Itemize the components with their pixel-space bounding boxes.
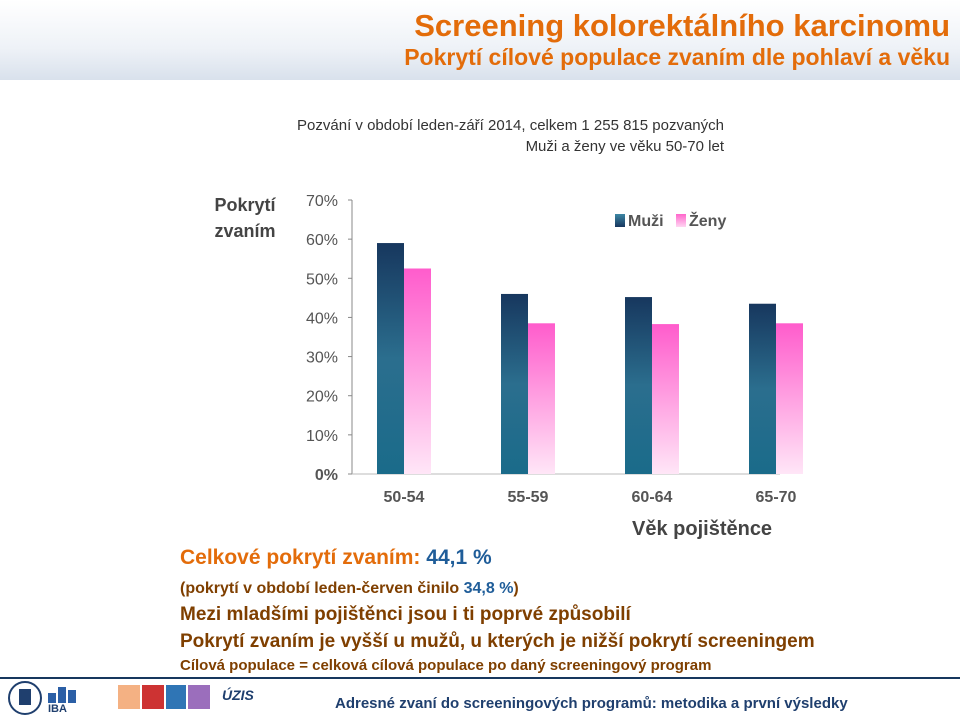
x-tick-label: 50-54 <box>384 489 425 506</box>
bar-zeny-60-64 <box>652 324 679 474</box>
footer-text: Adresné zvaní do screeningových programů… <box>335 695 848 712</box>
uzis-logo-icon: ÚZIS <box>222 687 254 703</box>
bar-zeny-65-70 <box>776 323 803 474</box>
x-tick-label: 55-59 <box>508 489 549 506</box>
footer: IBA ÚZIS Adresné zvaní do screeningových… <box>0 679 960 720</box>
footer-divider <box>0 677 960 679</box>
prior-coverage-prefix: (pokrytí v období leden-červen činilo <box>180 580 460 597</box>
bar-muzi-65-70 <box>749 303 776 474</box>
university-logo-icon <box>8 681 42 715</box>
legend-label-zeny: Ženy <box>689 213 727 230</box>
page-title: Screening kolorektálního karcinomu <box>414 8 950 43</box>
y-axis-title: Pokrytí zvaním <box>205 192 285 244</box>
y-axis-title-line-2: zvaním <box>214 221 276 241</box>
y-tick-label: 10% <box>306 428 338 445</box>
legend-swatch-muzi <box>615 214 625 227</box>
y-tick-label: 60% <box>306 232 338 249</box>
x-axis-title: Věk pojištěnce <box>632 518 773 540</box>
legend-label-muzi: Muži <box>628 213 664 230</box>
prior-coverage: (pokrytí v období leden-červen činilo 34… <box>180 580 519 598</box>
title-band <box>0 0 960 80</box>
y-tick-label: 70% <box>306 193 338 210</box>
legend-swatch-zeny <box>676 214 686 227</box>
total-coverage: Celkové pokrytí zvaním: 44,1 % <box>180 546 492 570</box>
chart-legend: Muži Ženy <box>615 213 726 231</box>
y-tick-label: 0% <box>315 467 338 484</box>
total-coverage-label: Celkové pokrytí zvaním: <box>180 546 421 569</box>
x-tick-label: 60-64 <box>632 489 673 506</box>
note-line-1: Pozvání v období leden-září 2014, celkem… <box>297 117 724 134</box>
x-tick-label: 65-70 <box>756 489 797 506</box>
eu-program-logos-icon <box>118 685 210 709</box>
prior-coverage-value: 34,8 % <box>463 580 514 597</box>
y-tick-label: 50% <box>306 271 338 288</box>
y-tick-label: 20% <box>306 389 338 406</box>
y-tick-label: 40% <box>306 310 338 327</box>
bar-muzi-50-54 <box>377 243 404 474</box>
total-coverage-value: 44,1 % <box>426 546 492 569</box>
iba-logo-text: IBA <box>48 703 67 715</box>
y-axis-title-line-1: Pokrytí <box>214 195 276 215</box>
note-line-2: Muži a ženy ve věku 50-70 let <box>525 138 724 155</box>
iba-logo-icon: IBA <box>48 685 78 715</box>
page-subtitle: Pokrytí cílové populace zvaním dle pohla… <box>404 44 950 70</box>
note-target-population: Cílová populace = celková cílová populac… <box>180 657 712 674</box>
bar-zeny-55-59 <box>528 323 555 474</box>
note-men-coverage: Pokrytí zvaním je vyšší u mužů, u kterýc… <box>180 631 815 652</box>
note-younger-insured: Mezi mladšími pojištěnci jsou i ti poprv… <box>180 604 631 625</box>
bar-zeny-50-54 <box>404 268 431 474</box>
bar-muzi-55-59 <box>501 293 528 474</box>
y-tick-label: 30% <box>306 350 338 367</box>
prior-coverage-suffix: ) <box>513 580 519 597</box>
bar-muzi-60-64 <box>625 297 652 474</box>
